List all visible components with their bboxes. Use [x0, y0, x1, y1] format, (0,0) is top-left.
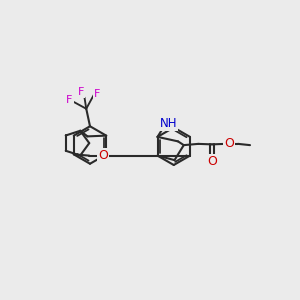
Text: O: O — [207, 155, 217, 168]
Text: O: O — [98, 149, 108, 162]
Text: F: F — [78, 88, 84, 98]
Text: F: F — [66, 95, 73, 105]
Text: F: F — [94, 89, 100, 99]
Text: NH: NH — [160, 117, 178, 130]
Text: O: O — [224, 137, 234, 150]
